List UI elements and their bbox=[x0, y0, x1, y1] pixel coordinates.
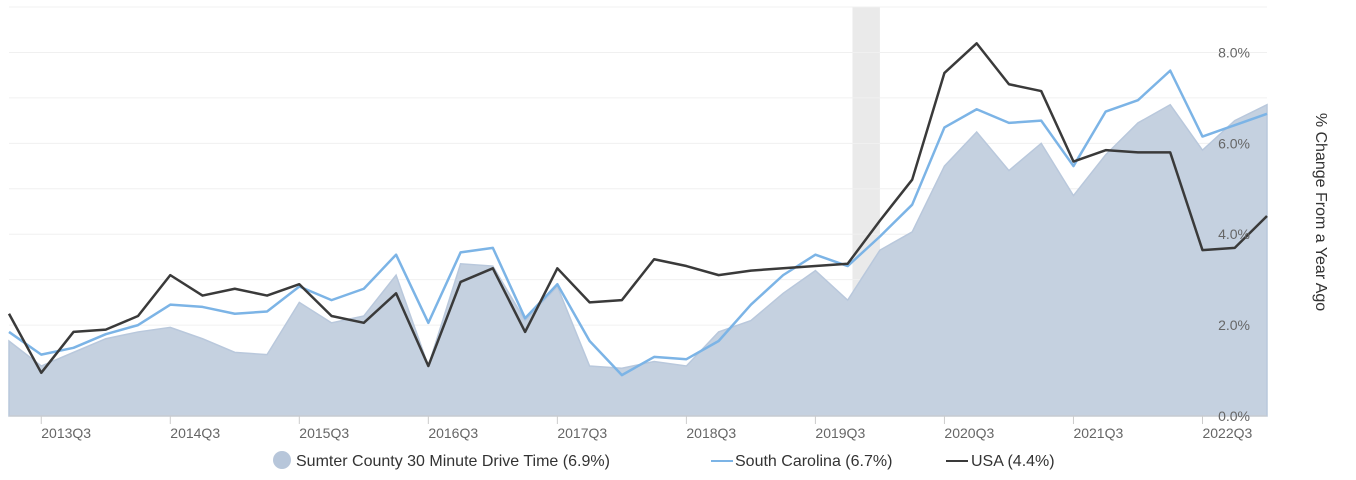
series-area-sumter bbox=[8, 103, 1268, 417]
x-tick-label: 2013Q3 bbox=[41, 425, 91, 441]
x-tick-label: 2021Q3 bbox=[1073, 425, 1123, 441]
legend-label-usa: USA (4.4%) bbox=[971, 453, 1055, 470]
legend-item-usa[interactable]: USA (4.4%) bbox=[946, 453, 1055, 470]
y-tick-label: 6.0% bbox=[1218, 135, 1250, 151]
y-axis-ticks: 0.0% 2.0% 4.0% 6.0% 8.0% bbox=[1218, 44, 1250, 424]
series-line-usa bbox=[7, 42, 1268, 375]
x-tick-label: 2020Q3 bbox=[944, 425, 994, 441]
x-tick-label: 2022Q3 bbox=[1202, 425, 1252, 441]
y-tick-label: 0.0% bbox=[1218, 408, 1250, 424]
legend: Sumter County 30 Minute Drive Time (6.9%… bbox=[273, 451, 1055, 470]
y-tick-label: 4.0% bbox=[1218, 226, 1250, 242]
x-tick-label: 2018Q3 bbox=[686, 425, 736, 441]
area-layer bbox=[8, 103, 1268, 417]
legend-label-sumter: Sumter County 30 Minute Drive Time (6.9%… bbox=[296, 453, 610, 470]
x-axis-ticks: 2013Q3 2014Q3 2015Q3 2016Q3 2017Q3 2018Q3 2019… bbox=[40, 416, 1253, 441]
y-tick-label: 2.0% bbox=[1218, 317, 1250, 333]
x-tick-label: 2014Q3 bbox=[170, 425, 220, 441]
line-layer bbox=[7, 42, 1268, 377]
legend-swatch-sumter bbox=[273, 451, 291, 469]
y-axis-title: % Change From a Year Ago bbox=[1312, 113, 1329, 311]
y-tick-label: 8.0% bbox=[1218, 44, 1250, 60]
legend-label-south-carolina: South Carolina (6.7%) bbox=[735, 453, 892, 470]
x-tick-label: 2016Q3 bbox=[428, 425, 478, 441]
x-tick-label: 2015Q3 bbox=[299, 425, 349, 441]
x-tick-label: 2017Q3 bbox=[557, 425, 607, 441]
series-line-south-carolina bbox=[8, 69, 1268, 377]
x-tick-label: 2019Q3 bbox=[815, 425, 865, 441]
legend-item-sumter[interactable]: Sumter County 30 Minute Drive Time (6.9%… bbox=[273, 451, 610, 470]
legend-item-south-carolina[interactable]: South Carolina (6.7%) bbox=[711, 453, 892, 470]
